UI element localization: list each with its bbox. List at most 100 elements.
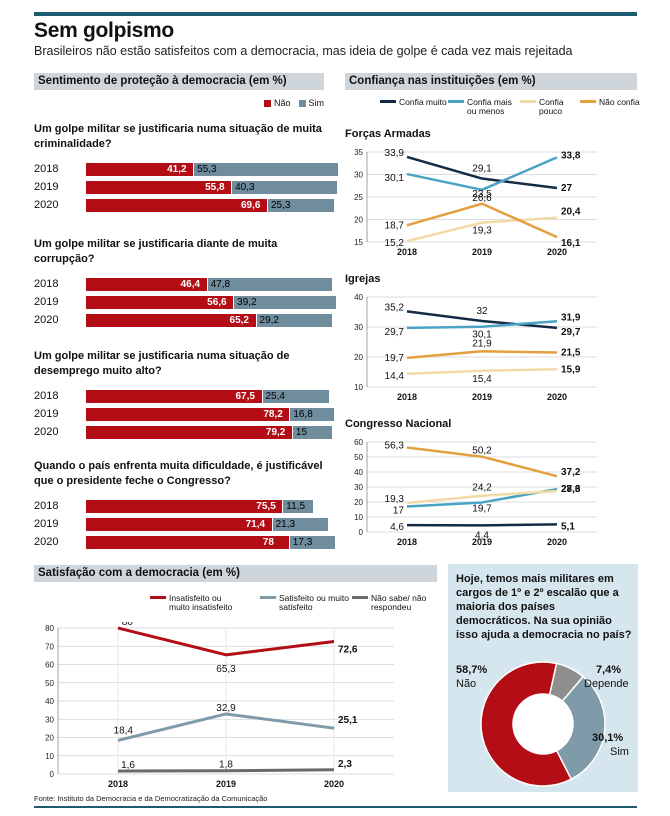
data-label: 15,9 [561, 364, 581, 375]
data-label: 14,4 [385, 371, 405, 382]
bar-label-nao: 67,5 [235, 391, 255, 402]
line-chart-congresso: 0 10 20 30 40 50 60 2018 2019 2020 4,6 4,4 5,1 17 19,7… [354, 438, 597, 547]
bar-nao [86, 500, 283, 513]
line-chart-igrejas: 10 20 30 40 2018 2019 2020 35,2 32 29,7 29,7 30,1 31… [354, 293, 597, 402]
satisfaction-legend-item: Satisfeito ou muito satisfeito [260, 594, 351, 612]
bar-label-nao: 46,4 [180, 279, 201, 290]
data-label: 18,7 [385, 220, 405, 231]
data-label: 65,3 [216, 664, 236, 675]
line-chart-satisfacao: 0 10 20 30 40 50 60 70 80 2018 2019 2020 80 65,3 72,6 1… [45, 622, 394, 789]
question-text: Um golpe militar se justificaria diante … [34, 238, 278, 265]
y-tick-label: 25 [354, 193, 363, 202]
series-line [406, 523, 558, 527]
row-year: 2019 [34, 518, 59, 530]
row-year: 2018 [34, 390, 59, 402]
bar-track: 78,2 16,8 [86, 408, 346, 421]
y-tick-label: 40 [45, 697, 54, 706]
data-label: 30,1 [385, 173, 405, 184]
bar-label-nao: 75,5 [256, 501, 276, 512]
satisfaction-legend-label: Satisfeito ou muito satisfeito [279, 593, 349, 612]
bar-track: 41,2 55,3 [86, 163, 346, 176]
bar-label-nao: 56,6 [207, 297, 227, 308]
x-tick-label: 2018 [397, 537, 417, 547]
y-tick-label: 30 [354, 483, 363, 492]
x-tick-label: 2020 [324, 779, 344, 789]
bar-label-sim: 21,3 [275, 519, 296, 530]
bar-track: 56,6 39,2 [86, 296, 346, 309]
satisfaction-legend-item: Não sabe/ não respondeu [352, 594, 433, 612]
y-tick-label: 80 [45, 624, 54, 633]
bar-track: 65,2 29,2 [86, 314, 346, 327]
data-label: 56,3 [385, 441, 405, 452]
bar-track: 75,5 11,5 [86, 500, 346, 513]
data-label: 33,9 [385, 148, 405, 159]
bar-row: 2020 65,2 29,2 [34, 313, 333, 328]
data-label: 37,2 [561, 467, 581, 478]
satisfaction-title: Satisfação com a democracia (em %) [38, 567, 240, 579]
confidence-legend-item: Confia pouco [520, 98, 587, 116]
y-tick-label: 30 [354, 171, 363, 180]
legend-nao-swatch [264, 99, 271, 107]
row-year: 2020 [34, 199, 59, 211]
bar-row: 2019 55,8 40,3 [34, 180, 337, 195]
satisfaction-legend-label: Não sabe/ não respondeu [371, 593, 427, 612]
y-tick-label: 20 [354, 498, 363, 507]
data-label: 18,4 [114, 725, 134, 736]
y-tick-label: 10 [45, 752, 54, 761]
data-label: 35,2 [385, 302, 405, 313]
bar-nao [86, 426, 292, 439]
confidence-title: Confiança nas instituições (em %) [349, 75, 536, 87]
bar-row: 2018 67,5 25,4 [34, 389, 329, 404]
legend-line-swatch [260, 596, 276, 599]
y-tick-label: 30 [354, 323, 363, 332]
top-rule [34, 12, 637, 16]
source-note: Fonte: Instituto da Democracia e da Demo… [34, 794, 268, 803]
bar-label-nao: 41,2 [167, 164, 187, 175]
bar-nao [86, 390, 262, 403]
confidence-header: Confiança nas instituições (em %) [345, 73, 637, 90]
data-label: 30,1 [472, 330, 492, 341]
satisfaction-header: Satisfação com a democracia (em %) [34, 565, 437, 582]
data-label: 5,1 [561, 521, 575, 532]
legend-line-swatch [380, 100, 396, 103]
data-label: 21,9 [472, 338, 492, 349]
protection-legend: Não Sim [264, 98, 324, 108]
legend-sim-swatch [298, 99, 306, 107]
pie-hole [513, 694, 573, 754]
x-tick-label: 2018 [108, 779, 128, 789]
x-tick-label: 2018 [397, 392, 417, 402]
bar-row: 2019 56,6 39,2 [34, 295, 337, 310]
bar-track: 55,8 40,3 [86, 181, 346, 194]
bar-row: 2018 75,5 11,5 [34, 499, 324, 514]
data-label: 24,2 [472, 483, 492, 494]
legend-line-swatch [520, 100, 536, 103]
pie-label-nao-value: 58,7% [456, 664, 488, 676]
bar-nao [86, 536, 289, 549]
bar-track: 69,6 25,3 [86, 199, 346, 212]
bar-nao [86, 408, 290, 421]
y-tick-label: 20 [354, 216, 363, 225]
bar-row: 2019 71,4 21,3 [34, 517, 328, 532]
y-tick-label: 20 [45, 734, 54, 743]
data-label: 33,8 [561, 150, 581, 161]
data-label: 31,9 [561, 312, 581, 323]
protection-title: Sentimento de proteção à democracia (em … [38, 75, 287, 87]
pie-label-depende-name: Depende [584, 678, 629, 690]
data-label: 28,6 [561, 484, 581, 495]
y-tick-label: 70 [45, 642, 54, 651]
bar-label-nao: 78 [262, 537, 274, 548]
pie-label-sim-name: Sim [610, 746, 629, 758]
data-label: 32,9 [216, 703, 236, 714]
bar-sim [232, 181, 337, 194]
legend-nao-label: Não [274, 98, 291, 108]
bar-sim [262, 390, 329, 403]
bar-sim [283, 500, 314, 513]
data-label: 80 [122, 622, 134, 628]
chart-title-congresso: Congresso Nacional [345, 418, 452, 430]
bar-nao [86, 181, 232, 194]
legend-line-swatch [448, 100, 464, 103]
data-label: 17 [393, 506, 405, 517]
bar-sim [292, 426, 332, 439]
y-tick-label: 10 [354, 383, 363, 392]
data-label: 15,4 [472, 374, 492, 385]
